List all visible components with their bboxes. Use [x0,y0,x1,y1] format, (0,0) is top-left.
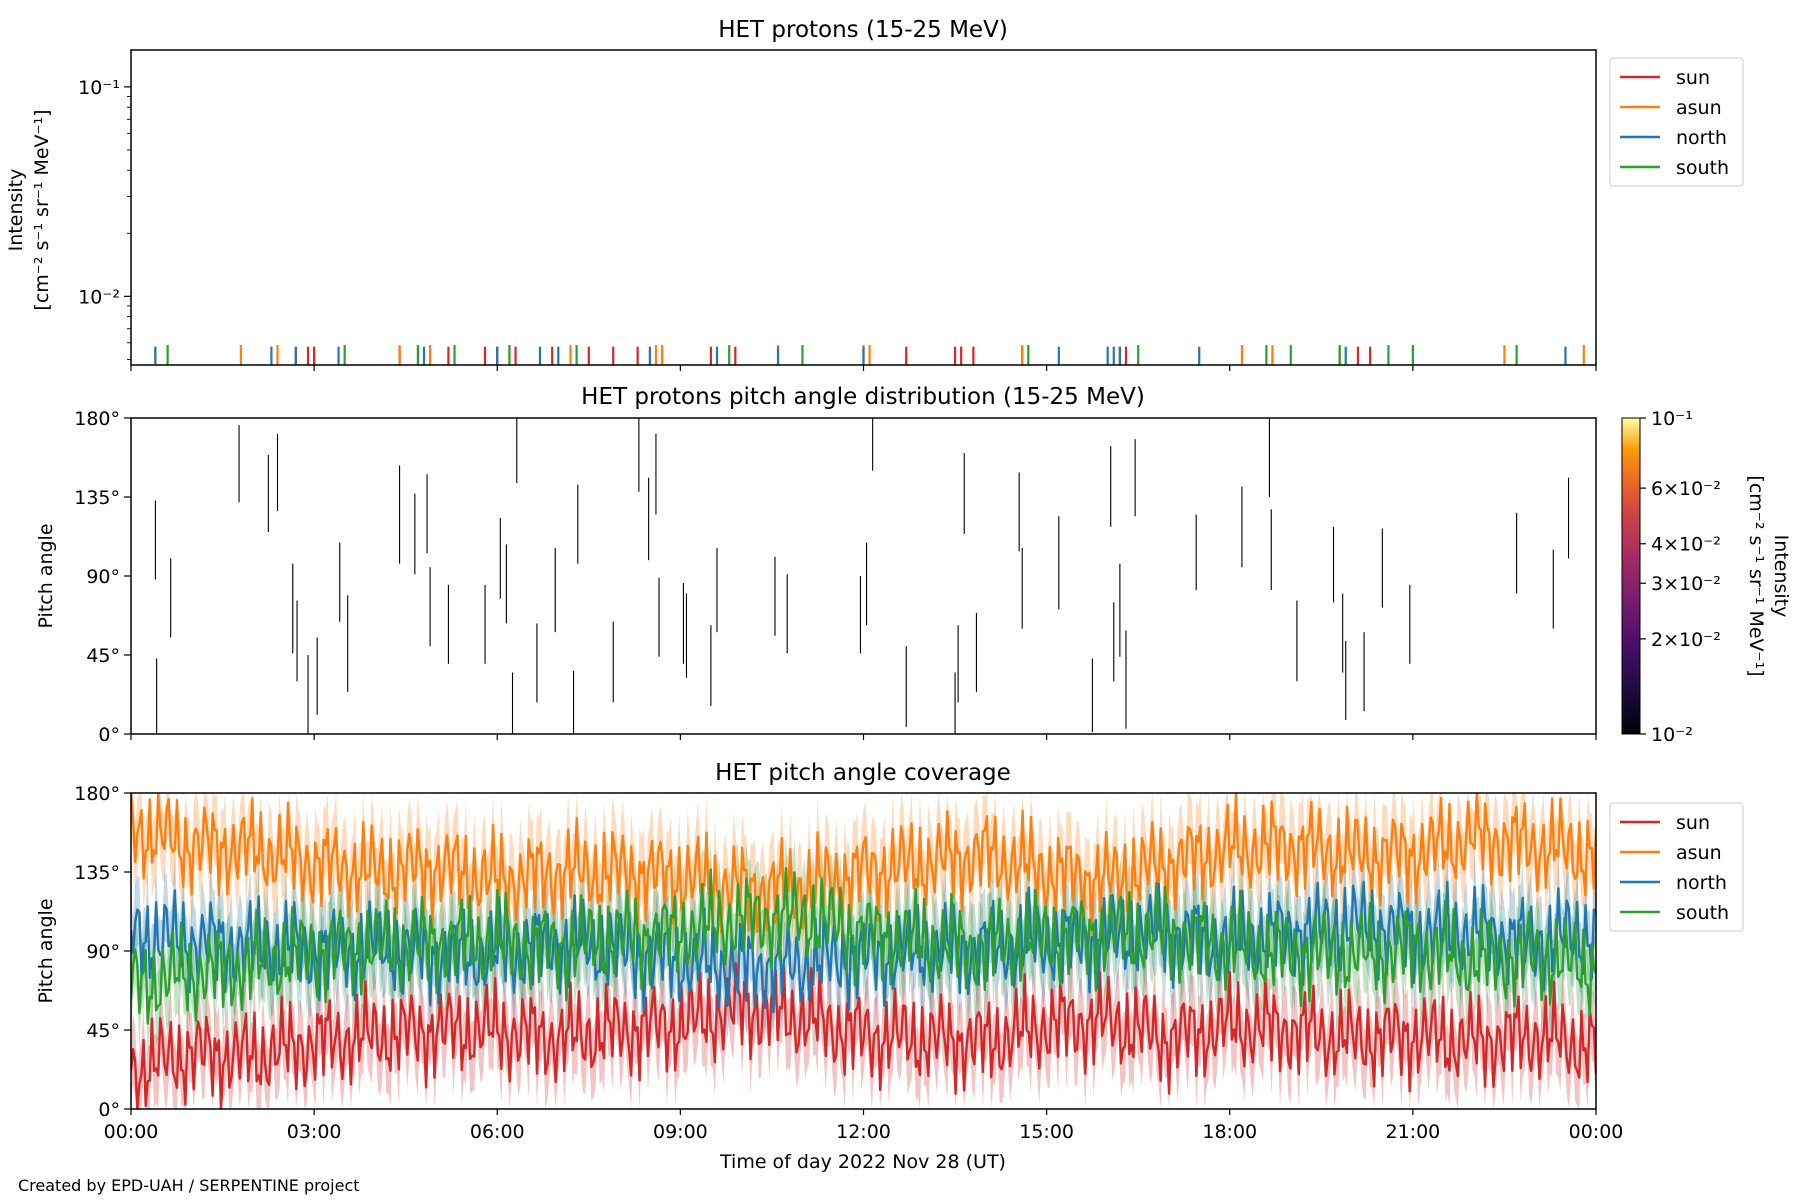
panel3-plot-area [131,793,1596,1109]
panel1-frame [130,49,1597,366]
panel-coverage: HET pitch angle coverage 0° 45° 90° 135° 180… [35,760,1744,1143]
coverage-line-south [131,867,1596,1025]
panel2-y-ticks: 0° 45° 90° 135° 180° [74,408,131,746]
legend-label-asun: asun [1676,97,1722,119]
legend-label-north: north [1676,872,1727,894]
colorbar-tick-label: 3×10⁻² [1651,573,1721,595]
colorbar-tick-label: 6×10⁻² [1651,478,1721,500]
y-tick-label: 45° [86,1020,120,1042]
panel1-legend: sun asun north south [1609,57,1744,187]
colorbar-tick-label: 4×10⁻² [1651,534,1721,556]
panel3-ylabel: Pitch angle [35,898,57,1003]
panel2-x-ticks [130,734,1597,740]
panel1-title: HET protons (15-25 MeV) [718,17,1008,43]
coverage-line-asun [131,793,1596,935]
legend-label-south: south [1676,157,1729,179]
credit-text: Created by EPD-UAH / SERPENTINE project [18,1176,360,1195]
panel3-title: HET pitch angle coverage [715,760,1011,786]
colorbar-label-line1: Intensity [1770,535,1792,618]
colorbar-tick-label: 10⁻¹ [1651,408,1693,430]
panel2-frame [130,417,1597,735]
panel1-plot-area [154,345,1585,365]
x-tick-label: 03:00 [287,1121,342,1143]
colorbar-ticks: 10⁻¹ 6×10⁻² 4×10⁻² 3×10⁻² 2×10⁻² 10⁻² [1640,408,1721,746]
legend-box [1609,802,1744,932]
legend-box [1609,57,1744,187]
legend-label-south: south [1676,902,1729,924]
panel-intensity: HET protons (15-25 MeV) 10⁻¹ 10⁻² Intensi… [5,17,1744,371]
colorbar-tick-label: 2×10⁻² [1651,629,1721,651]
panel3-legend: sun asun north south [1609,802,1744,932]
y-tick-label: 10⁻¹ [78,77,120,99]
panel2-title: HET protons pitch angle distribution (15… [581,384,1145,410]
y-tick-label: 180° [74,408,120,430]
y-tick-label: 0° [98,1099,120,1121]
y-tick-label: 0° [98,724,120,746]
y-tick-label: 135° [74,487,120,509]
legend-label-asun: asun [1676,842,1722,864]
panel3-y-ticks: 0° 45° 90° 135° 180° [74,783,131,1121]
y-tick-label: 90° [86,941,120,963]
x-tick-label: 00:00 [104,1121,159,1143]
panel1-x-ticks [130,365,1597,371]
panel3-x-ticks: 00:00 03:00 06:00 09:00 12:00 15:00 18:00 21:00… [104,1109,1624,1143]
x-tick-label: 06:00 [470,1121,525,1143]
x-tick-label: 00:00 [1569,1121,1624,1143]
y-tick-label: 45° [86,645,120,667]
x-tick-label: 15:00 [1019,1121,1074,1143]
colorbar-label-line2: [cm⁻² s⁻¹ sr⁻¹ MeV⁻¹] [1745,475,1767,676]
x-tick-label: 09:00 [653,1121,708,1143]
y-tick-label: 10⁻² [78,286,120,308]
y-tick-label: 135° [74,862,120,884]
colorbar-tick-label: 10⁻² [1651,724,1693,746]
colorbar [1621,417,1641,735]
legend-label-sun: sun [1676,67,1710,89]
panel2-ylabel: Pitch angle [35,523,57,628]
legend-label-north: north [1676,127,1727,149]
panel2-plot-area [154,418,1570,734]
y-tick-label: 90° [86,566,120,588]
x-tick-label: 21:00 [1385,1121,1440,1143]
x-tick-label: 18:00 [1202,1121,1257,1143]
x-tick-label: 12:00 [836,1121,891,1143]
panel1-y-ticks: 10⁻¹ 10⁻² [78,77,131,360]
legend-label-sun: sun [1676,812,1710,834]
panel1-ylabel-line1: Intensity [5,169,27,252]
y-tick-label: 180° [74,783,120,805]
panel-pad: HET protons pitch angle distribution (15… [35,384,1792,746]
x-axis-label: Time of day 2022 Nov 28 (UT) [719,1151,1006,1173]
coverage-line-sun [131,962,1596,1109]
panel1-ylabel-line2: [cm⁻² s⁻¹ sr⁻¹ MeV⁻¹] [31,109,53,310]
